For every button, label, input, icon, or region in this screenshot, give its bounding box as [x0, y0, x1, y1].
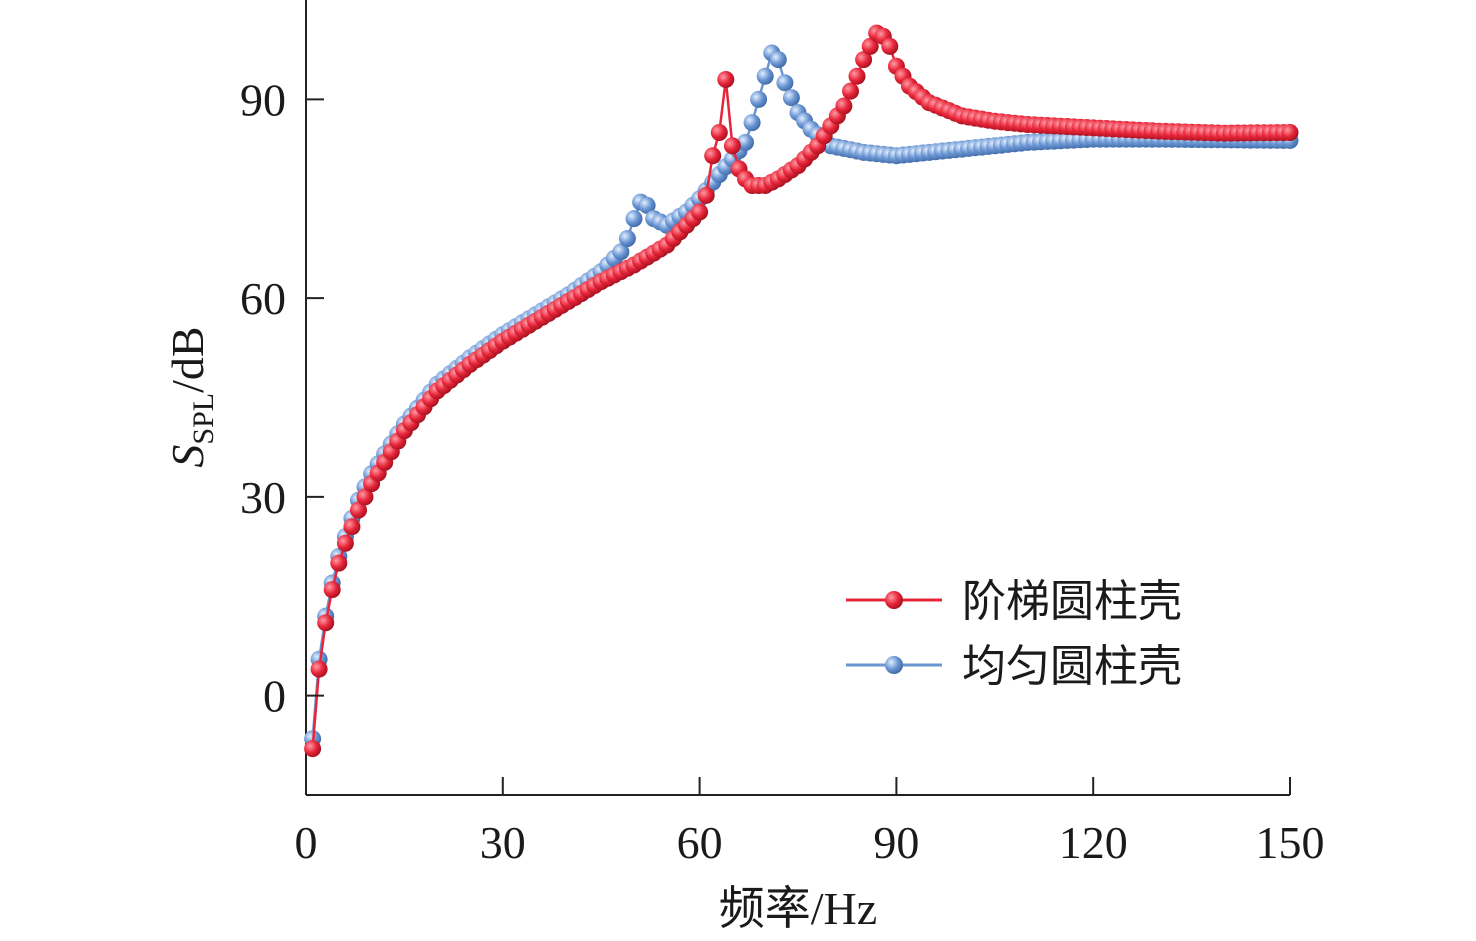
y-axis-title-unit: /dB	[162, 326, 213, 392]
data-point	[769, 51, 787, 69]
data-point	[842, 82, 859, 100]
data-point	[848, 67, 866, 85]
data-point	[336, 534, 354, 552]
data-point	[350, 501, 367, 519]
x-tick-label: 0	[295, 817, 318, 868]
data-point	[750, 90, 768, 108]
x-tick-label: 60	[677, 817, 723, 868]
legend: 阶梯圆柱壳 均匀圆柱壳	[846, 576, 1182, 692]
legend-item-stepped: 阶梯圆柱壳	[846, 576, 1182, 627]
x-tick-label: 30	[480, 817, 526, 868]
ticks-layer: 0 30 60 90 120 150 0 30 60 90	[240, 74, 1325, 868]
y-axis-title: SSPL/dB	[162, 326, 220, 467]
x-tick-label: 90	[873, 817, 919, 868]
data-point	[756, 67, 774, 85]
x-tick-label: 120	[1059, 817, 1128, 868]
x-tick-label: 150	[1256, 817, 1325, 868]
data-point	[612, 243, 630, 261]
legend-label-stepped: 阶梯圆柱壳	[962, 576, 1182, 627]
data-point	[356, 488, 374, 506]
data-point	[723, 137, 741, 155]
legend-marker-stepped	[885, 591, 903, 609]
data-point	[625, 210, 643, 228]
series-stepped	[304, 24, 1299, 758]
data-point	[743, 114, 761, 132]
data-point	[704, 147, 722, 165]
data-point	[782, 89, 800, 107]
data-point	[835, 97, 853, 115]
data-point	[343, 518, 361, 536]
data-point	[861, 37, 879, 55]
data-point	[323, 581, 341, 599]
y-tick-label: 60	[240, 273, 286, 324]
legend-item-uniform: 均匀圆柱壳	[846, 641, 1182, 692]
y-tick-label: 90	[240, 74, 286, 125]
y-axis-title-main: S	[162, 445, 213, 468]
data-point	[618, 230, 636, 247]
y-tick-label: 0	[263, 671, 286, 722]
data-point	[710, 124, 728, 141]
x-axis-title: 频率/Hz	[719, 883, 877, 934]
data-point	[737, 133, 754, 151]
data-point	[317, 614, 335, 632]
legend-marker-uniform	[885, 656, 903, 674]
legend-label-uniform: 均匀圆柱壳	[962, 641, 1182, 692]
y-axis-title-sub: SPL	[187, 393, 220, 445]
data-point	[330, 554, 348, 572]
data-point	[1281, 124, 1299, 141]
data-point	[638, 196, 656, 214]
data-point	[881, 37, 899, 55]
series-layer	[304, 24, 1299, 758]
data-point	[776, 74, 794, 92]
y-tick-label: 30	[240, 472, 286, 523]
data-point	[691, 203, 709, 221]
data-point	[697, 186, 715, 204]
axes	[305, 0, 1290, 796]
data-point	[310, 660, 328, 678]
data-point	[855, 51, 873, 69]
data-point	[717, 71, 735, 88]
data-point	[304, 740, 322, 758]
